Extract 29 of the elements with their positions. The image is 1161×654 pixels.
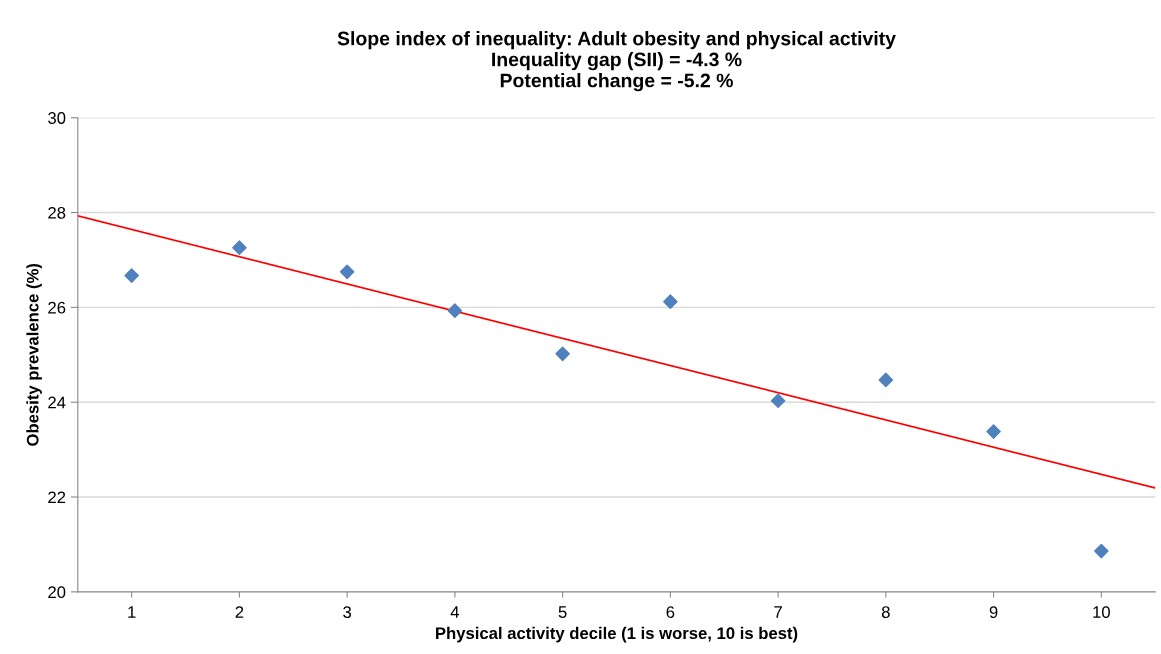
x-tick-label: 4 bbox=[450, 606, 460, 618]
x-tick-label: 3 bbox=[343, 606, 352, 618]
y-tick-label: 26 bbox=[48, 301, 66, 314]
x-tick-label: 10 bbox=[1093, 606, 1110, 618]
x-tick-label: 2 bbox=[235, 606, 244, 618]
point bbox=[339, 264, 355, 280]
y-tick-label: 22 bbox=[48, 491, 66, 504]
x-axis-title: Physical activity decile (1 is worse, 10 is best) bbox=[436, 626, 798, 643]
point bbox=[555, 346, 570, 362]
x-tick-label: 9 bbox=[989, 606, 998, 618]
point bbox=[232, 240, 247, 255]
point bbox=[663, 294, 678, 309]
y-tick-label: 24 bbox=[48, 396, 66, 409]
x-tick-label: 5 bbox=[558, 606, 567, 618]
y-axis-title: Obesity prevalence (%) bbox=[26, 263, 42, 446]
chart-title: Slope index of inequality: Adult obesity and physical activity Inequality gap (SII) = -4.3 % Potential change = -5.2 % bbox=[337, 31, 896, 92]
point bbox=[124, 268, 139, 283]
y-tick-label: 28 bbox=[48, 206, 66, 219]
y-tick-label: 20 bbox=[48, 586, 66, 599]
point bbox=[878, 372, 894, 388]
x-tick-label: 7 bbox=[774, 606, 782, 618]
point bbox=[447, 303, 463, 318]
x-tick-label: 1 bbox=[128, 606, 136, 618]
x-tick-label: 6 bbox=[666, 606, 675, 618]
y-tick-label: 30 bbox=[48, 112, 66, 124]
x-tick-label: 8 bbox=[881, 606, 890, 618]
point bbox=[986, 424, 1001, 439]
point bbox=[1094, 543, 1109, 559]
point bbox=[770, 393, 786, 409]
